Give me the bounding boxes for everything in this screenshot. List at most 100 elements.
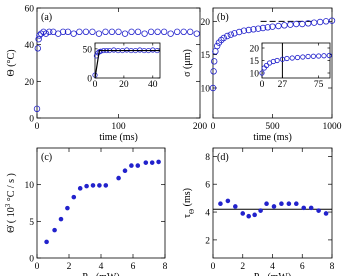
panel-label: (a) [41, 12, 52, 23]
fit-line [94, 49, 160, 79]
data-point [322, 18, 330, 25]
panel-label: (c) [41, 152, 52, 163]
y-tick-label: 15 [250, 57, 260, 67]
data-point [128, 28, 135, 36]
data-point [231, 30, 238, 37]
y-tick-label: 20 [25, 78, 35, 88]
x-axis-label: time (ms) [99, 132, 138, 143]
data-point [293, 201, 299, 206]
y-tick-label: 4 [205, 209, 210, 219]
x-tick-label: 40 [148, 80, 158, 90]
x-tick-label: 0 [93, 80, 98, 90]
plot-area [261, 42, 331, 79]
data-point [42, 30, 50, 37]
x-tick-label: 2 [67, 262, 72, 272]
data-point [240, 211, 246, 216]
data-point [275, 22, 282, 30]
data-point [305, 53, 311, 60]
x-axis-label: time (ms) [253, 132, 292, 143]
data-point [58, 216, 64, 222]
x-axis-label-part: time (ms) [253, 132, 292, 143]
data-point [284, 55, 290, 62]
data-point [65, 205, 70, 211]
x-tick-label: 100 [111, 122, 126, 132]
data-point [213, 42, 221, 50]
x-tick-label: 27 [278, 80, 288, 90]
y-axis-label: τΘ (ms) [182, 188, 196, 218]
y-tick-label: 8 [205, 153, 210, 163]
data-point [263, 62, 270, 69]
data-point [121, 30, 129, 37]
data-point [180, 28, 187, 36]
y-tick-label: 60 [25, 5, 35, 15]
data-point [286, 201, 292, 206]
data-point [76, 28, 83, 36]
data-point [209, 84, 217, 92]
data-point [108, 28, 116, 36]
x-tick-label: 20 [119, 80, 129, 90]
y-axis-label: Θ (°C) [6, 49, 17, 76]
data-point [116, 175, 121, 181]
data-point [134, 28, 142, 36]
data-point [310, 53, 316, 59]
data-point [264, 24, 271, 31]
x-tick-label: 6 [300, 262, 305, 272]
data-point [246, 213, 252, 219]
data-point [122, 168, 128, 174]
data-point [308, 205, 314, 211]
y-tick-label: 2 [205, 236, 210, 246]
data-point [326, 52, 332, 59]
data-point [301, 205, 307, 211]
data-point [240, 27, 248, 34]
data-point [252, 212, 257, 218]
x-tick-label: 0 [35, 122, 40, 132]
data-point [59, 28, 67, 36]
data-point [82, 28, 90, 36]
y-tick-label: 0 [29, 115, 34, 125]
data-point [173, 28, 181, 36]
data-point [52, 227, 57, 233]
data-point [274, 57, 280, 64]
x-axis-label-part: P [82, 272, 88, 276]
data-point [71, 194, 77, 200]
data-point [245, 26, 252, 34]
data-point [225, 198, 231, 204]
y-tick-label: 50 [83, 45, 93, 55]
data-point [328, 17, 336, 24]
x-axis-label-part: time (ms) [99, 132, 138, 143]
data-point [235, 28, 243, 36]
y-axis-label: σ (μm) [182, 49, 193, 77]
data-point [316, 18, 324, 26]
data-point [141, 30, 148, 37]
y-tick-label: 10 [201, 85, 211, 95]
data-point [255, 25, 262, 32]
data-point [264, 201, 269, 206]
data-point [36, 32, 43, 39]
x-tick-label: 200 [193, 122, 208, 132]
data-point [287, 21, 294, 28]
x-axis-label-part: (mW) [93, 272, 119, 276]
data-point [271, 204, 277, 209]
data-point [77, 186, 83, 191]
y-tick-label: 0 [29, 255, 34, 265]
data-point [102, 28, 109, 36]
y-tick-label: 15 [201, 51, 211, 61]
data-point [135, 163, 141, 168]
x-tick-label: 4 [99, 262, 104, 272]
data-point [95, 30, 103, 37]
x-tick-label: 500 [265, 122, 280, 132]
data-point [305, 20, 312, 27]
y-tick-label: 0 [87, 75, 92, 85]
x-axis-label: Pin (mW) [254, 272, 291, 276]
data-point [156, 159, 161, 165]
x-tick-label: 4 [270, 262, 275, 272]
x-tick-label: 75 [314, 80, 324, 90]
data-point [210, 68, 217, 75]
data-point [250, 26, 257, 33]
data-point [70, 30, 77, 37]
data-point [289, 55, 295, 61]
data-point [143, 160, 149, 165]
data-point [323, 211, 329, 216]
y-axis-label-part: Θ [188, 209, 196, 214]
data-point [90, 183, 96, 188]
